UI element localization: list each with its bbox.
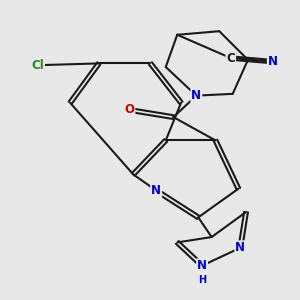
Text: H: H <box>198 275 206 285</box>
Text: N: N <box>197 259 207 272</box>
Text: Cl: Cl <box>31 59 44 72</box>
Text: N: N <box>268 55 278 68</box>
Text: N: N <box>191 89 201 102</box>
Text: O: O <box>124 103 134 116</box>
Text: C: C <box>226 52 235 64</box>
Text: N: N <box>151 184 161 197</box>
Text: N: N <box>235 241 245 254</box>
